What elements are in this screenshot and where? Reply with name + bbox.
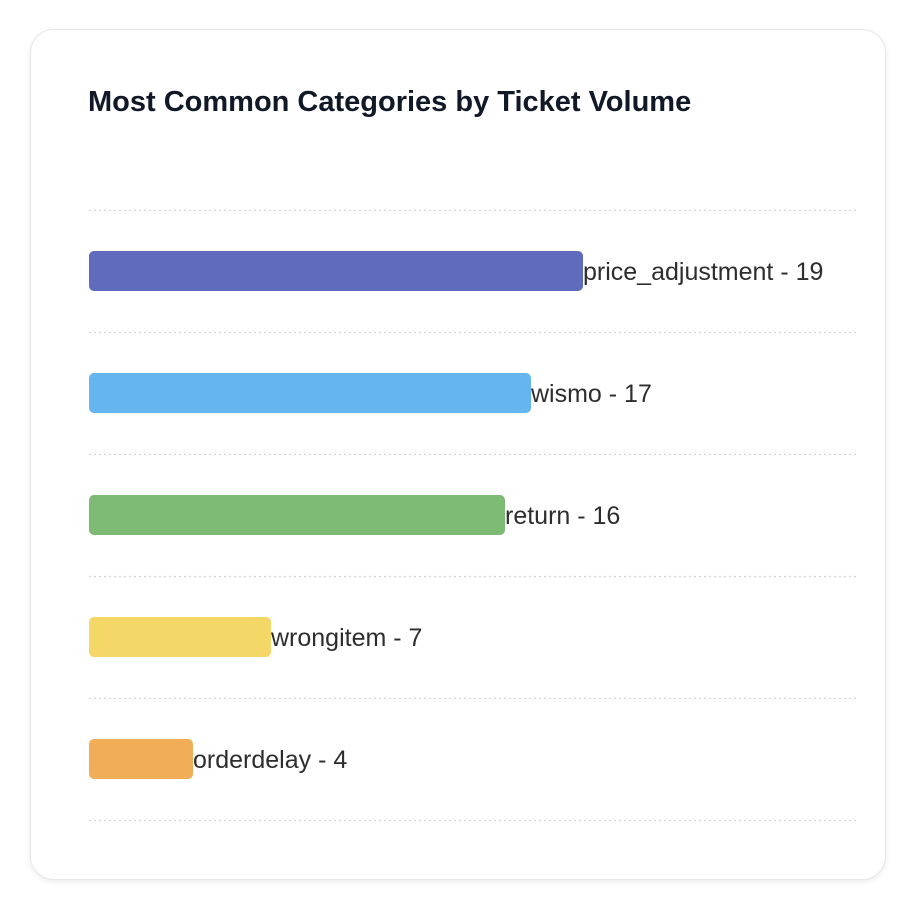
bar-label-price_adjustment: price_adjustment - 19	[583, 258, 823, 286]
bar-label-wismo: wismo - 17	[530, 380, 652, 408]
bar-wismo[interactable]	[89, 373, 531, 413]
chart-title: Most Common Categories by Ticket Volume	[88, 86, 692, 118]
bar-label-orderdelay: orderdelay - 4	[193, 746, 347, 774]
bar-wrongitem[interactable]	[89, 617, 271, 657]
bar-chart: price_adjustment - 19 wismo - 17 return - …	[89, 209, 859, 822]
bar-orderdelay[interactable]	[89, 739, 193, 779]
bar-price_adjustment[interactable]	[89, 251, 583, 291]
bar-return[interactable]	[89, 495, 505, 535]
chart-card: Most Common Categories by Ticket Volume …	[30, 29, 886, 880]
bar-label-wrongitem: wrongitem - 7	[270, 624, 422, 652]
bar-label-return: return - 16	[505, 502, 620, 530]
